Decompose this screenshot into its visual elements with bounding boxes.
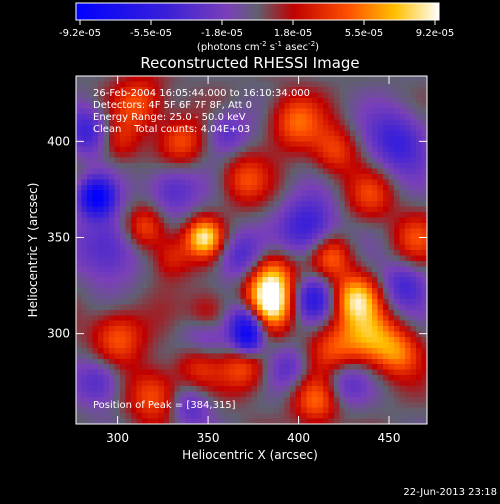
colorbar-unit-label: (photons cm-2 s-1 asec-2) [197, 40, 319, 53]
colorbar-tick-label: 5.5e-05 [345, 28, 383, 39]
annotation-time-range: 26-Feb-2004 16:05:44.000 to 16:10:34.000 [93, 88, 310, 99]
y-tick-label: 350 [47, 231, 70, 245]
chart-title: Reconstructed RHESSI Image [140, 54, 359, 72]
y-tick-label: 400 [47, 134, 70, 148]
x-axis-ticks: 300 350 400 450 [106, 76, 400, 445]
colorbar: -9.2e-05 -5.5e-05 -1.8e-05 1.8e-05 5.5e-05 9.… [59, 2, 454, 53]
colorbar-ticks: -9.2e-05 -5.5e-05 -1.8e-05 1.8e-05 5.5e-05 9.… [59, 20, 454, 39]
heatmap-plot-area [75, 75, 428, 425]
colorbar-tick-label: 1.8e-05 [274, 28, 312, 39]
annotation-detectors: Detectors: 4F 5F 6F 7F 8F, Att 0 [93, 100, 252, 111]
x-tick-label: 400 [287, 431, 310, 445]
colorbar-gradient [75, 2, 440, 21]
y-tick-label: 300 [47, 327, 70, 341]
footer-date: 22-Jun-2013 23:18 [403, 487, 497, 498]
x-tick-label: 300 [106, 431, 129, 445]
colorbar-tick-label: -9.2e-05 [59, 28, 101, 39]
plot-annotations: 26-Feb-2004 16:05:44.000 to 16:10:34.000… [93, 88, 310, 411]
annotation-energy-range: Energy Range: 25.0 - 50.0 keV [93, 112, 246, 123]
x-tick-label: 350 [197, 431, 220, 445]
x-tick-label: 450 [378, 431, 401, 445]
colorbar-tick-label: -5.5e-05 [130, 28, 172, 39]
annotation-peak-position: Position of Peak = [384,315] [93, 400, 236, 411]
x-axis-label: Heliocentric X (arcsec) [182, 448, 318, 462]
colorbar-tick-label: -1.8e-05 [201, 28, 243, 39]
y-axis-label: Heliocentric Y (arcsec) [26, 183, 40, 318]
heatmap-image [76, 76, 427, 424]
colorbar-tick-label: 9.2e-05 [416, 28, 454, 39]
plot-frame [75, 75, 428, 425]
y-axis-ticks: 300 350 400 [47, 134, 427, 341]
annotation-clean-counts: Clean Total counts: 4.04E+03 [93, 124, 250, 135]
